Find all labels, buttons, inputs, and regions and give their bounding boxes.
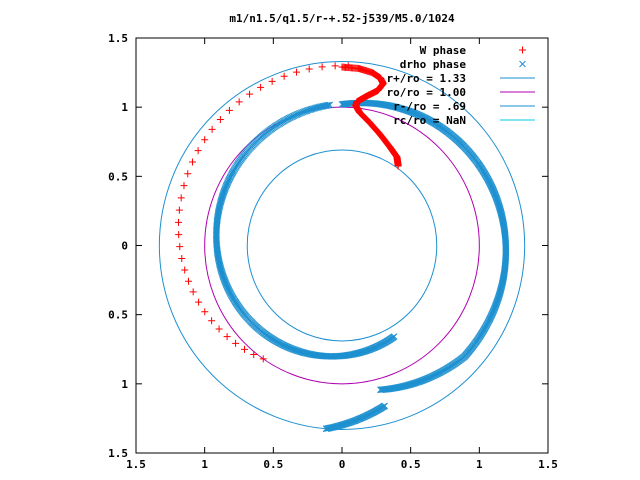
w-phase-point (216, 116, 224, 124)
w-phase-point (225, 106, 233, 114)
axis-ticks: 1.5 1 0.5 0 0.5 1 1.51.510.500.511.5 (108, 32, 558, 471)
drho-phase-point (379, 386, 386, 393)
y-tick-label: 0.5 (108, 309, 128, 322)
w-phase-point (215, 325, 223, 333)
drho-phase-point (324, 425, 332, 432)
drho-phase-point (322, 425, 330, 433)
w-phase-point (180, 182, 188, 190)
w-phase-point (257, 83, 265, 91)
x-tick-label: 0.5 (263, 458, 283, 471)
drho-phase-point (218, 193, 226, 201)
drho-phase-point (218, 196, 225, 204)
w-phase-point (208, 125, 216, 133)
w-phase-point (331, 62, 339, 70)
drho-phase-point (390, 333, 398, 340)
drho-phase-point (220, 190, 227, 197)
w-phase-point (259, 355, 267, 363)
chart-title: m1/n1.5/q1.5/r-+.52-j539/M5.0/1024 (229, 12, 455, 25)
w-phase-point (195, 298, 203, 306)
y-tick-label: 1 (121, 378, 128, 391)
w-phase-point (305, 65, 313, 73)
y-tick-label: 1.5 (108, 447, 128, 460)
plot-frame (135, 37, 549, 454)
legend-marker (519, 46, 526, 54)
w-phase-point (175, 231, 183, 239)
y-tick-label: 0.5 (108, 170, 128, 183)
w-phase-point (208, 317, 216, 325)
drho-phase-point (219, 192, 226, 200)
data-points (175, 62, 510, 433)
legend-label: r+/ro = 1.33 (387, 72, 466, 85)
drho-phase-point (219, 191, 227, 199)
w-phase-point (201, 308, 209, 316)
drho-phase-point (322, 102, 330, 110)
y-tick-label: 1 (121, 101, 128, 114)
w-phase-point (181, 266, 189, 274)
x-tick-label: 0 (339, 458, 346, 471)
w-phase-point (188, 158, 196, 166)
legend-label: r-/ro = .69 (393, 100, 466, 113)
drho-phase-point (218, 195, 226, 202)
w-phase-point (189, 288, 197, 296)
w-phase-point (246, 90, 254, 98)
y-tick-label: 1.5 (108, 32, 128, 45)
w-phase-point (178, 254, 186, 262)
drho-phase-point (323, 425, 331, 432)
y-tick-label: 0 (121, 240, 128, 253)
legend-label: rc/ro = NaN (393, 114, 466, 127)
x-tick-label: 1.5 (538, 458, 558, 471)
w-phase-point (250, 351, 258, 359)
drho-phase-point (220, 274, 228, 282)
legend-marker (519, 60, 526, 68)
drho-phase-point (219, 272, 227, 279)
w-phase-point (268, 77, 276, 85)
circle-roro (204, 106, 480, 385)
w-phase-point (394, 162, 402, 170)
legend-label: ro/ro = 1.00 (387, 86, 466, 99)
reference-circles (158, 61, 526, 430)
drho-phase-point (217, 197, 225, 205)
w-phase-point (223, 333, 231, 341)
circle-rro (246, 149, 438, 342)
w-phase-point (240, 345, 248, 353)
x-tick-label: 1.5 (126, 458, 146, 471)
x-tick-label: 0.5 (401, 458, 421, 471)
w-phase-point (232, 339, 240, 347)
drho-phase-point (220, 275, 228, 283)
drho-phase-point (323, 102, 331, 109)
legend-label: drho phase (400, 58, 467, 71)
w-phase-point (175, 218, 183, 226)
drho-phase-point (377, 386, 384, 394)
w-phase-point (175, 206, 183, 214)
w-phase-point (185, 277, 193, 285)
w-phase-point (280, 72, 288, 80)
w-phase-point (177, 194, 185, 202)
x-tick-label: 1 (201, 458, 208, 471)
circle-rro (158, 61, 526, 430)
w-phase-point (201, 136, 209, 144)
x-tick-label: 1 (476, 458, 483, 471)
w-phase-point (293, 68, 301, 76)
w-phase-point (176, 243, 184, 251)
w-phase-point (318, 63, 326, 71)
drho-phase-point (378, 386, 385, 394)
drho-phase-point (219, 273, 227, 281)
legend-label: W phase (420, 44, 467, 57)
w-phase-point (194, 147, 202, 155)
w-phase-point (235, 98, 243, 106)
w-phase-point (184, 170, 192, 178)
